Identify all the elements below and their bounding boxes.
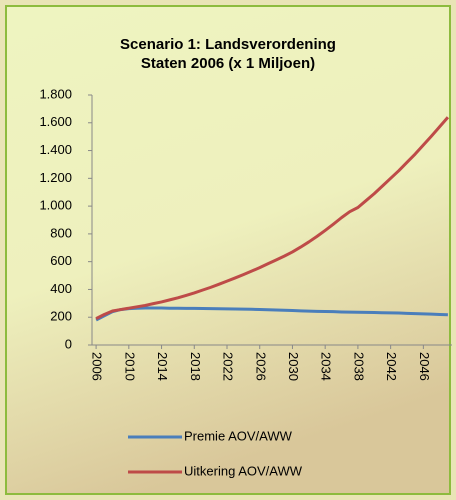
x-tick-label: 2046 [417, 352, 432, 381]
y-tick-label: 400 [50, 281, 72, 296]
series-line [95, 306, 448, 322]
y-tick-label: 0 [65, 336, 72, 351]
x-tick-label: 2014 [155, 352, 170, 381]
x-tick-label: 2038 [351, 352, 366, 381]
legend-label: Uitkering AOV/AWW [184, 463, 303, 478]
series-line [95, 116, 450, 320]
x-tick-label: 2026 [253, 352, 268, 381]
x-tick-label: 2030 [286, 352, 301, 381]
chart-frame [5, 5, 451, 495]
chart-title: Staten 2006 (x 1 Miljoen) [141, 55, 315, 72]
x-tick-label: 2042 [384, 352, 399, 381]
y-tick-label: 200 [50, 309, 72, 324]
chart-title: Scenario 1: Landsverordening [120, 36, 336, 53]
legend-label: Premie AOV/AWW [184, 428, 293, 443]
x-tick-label: 2018 [188, 352, 203, 381]
y-tick-label: 1.800 [39, 86, 72, 101]
x-tick-label: 2022 [221, 352, 236, 381]
x-tick-label: 2034 [319, 352, 334, 381]
x-tick-label: 2006 [90, 352, 105, 381]
y-tick-label: 800 [50, 225, 72, 240]
y-tick-label: 1.600 [39, 114, 72, 129]
y-tick-label: 600 [50, 253, 72, 268]
y-tick-label: 1.400 [39, 142, 72, 157]
y-tick-label: 1.200 [39, 170, 72, 185]
x-tick-label: 2010 [122, 352, 137, 381]
y-tick-label: 1.000 [39, 198, 72, 213]
